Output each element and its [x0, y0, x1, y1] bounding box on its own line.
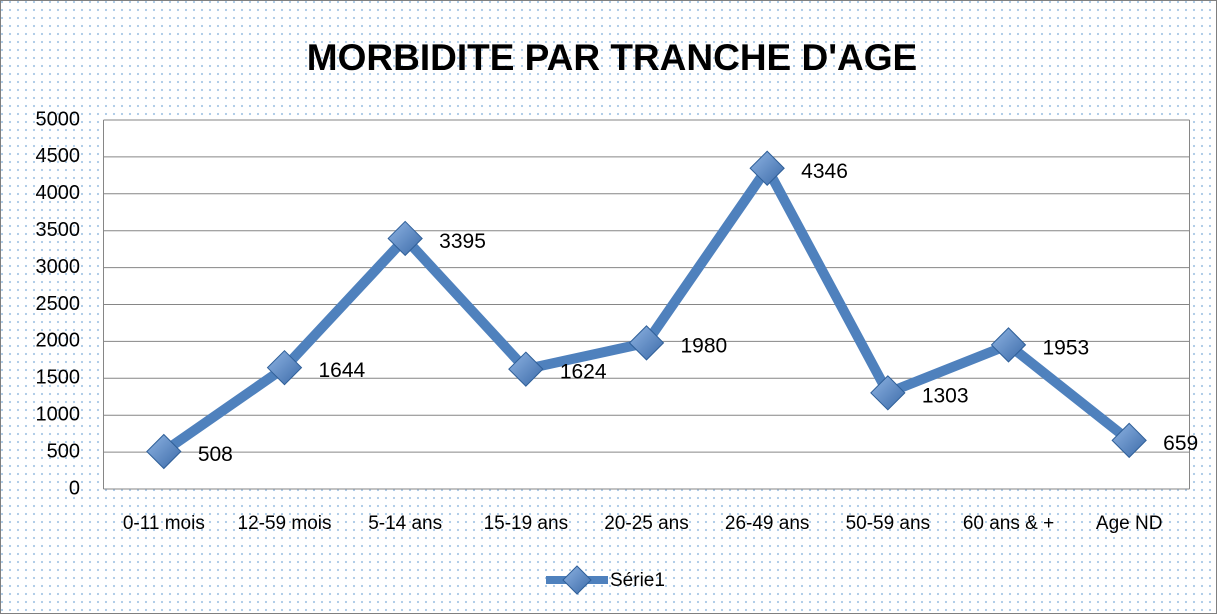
data-point [628, 325, 665, 361]
data-label: 659 [1163, 432, 1198, 455]
y-tick-label: 3500 [36, 219, 81, 241]
x-tick-label: 15-19 ans [484, 513, 569, 534]
x-tick-label: 0-11 mois [123, 513, 205, 534]
y-tick-label: 2500 [36, 293, 81, 315]
data-point [870, 375, 906, 411]
x-tick-label: 26-49 ans [725, 513, 810, 534]
legend-marker [562, 565, 592, 595]
legend-label: Série1 [610, 570, 665, 591]
y-tick-label: 3000 [36, 256, 81, 278]
data-label: 508 [198, 443, 233, 466]
x-tick-label: 50-59 ans [846, 513, 931, 534]
data-point [146, 433, 182, 470]
data-label: 1303 [922, 384, 969, 407]
data-point [266, 349, 303, 386]
data-label: 1624 [560, 361, 607, 384]
data-label: 4346 [801, 160, 848, 183]
y-tick-label: 1500 [36, 367, 81, 389]
data-label: 1953 [1043, 336, 1090, 359]
y-tick-label: 5000 [36, 108, 81, 130]
data-point [387, 220, 423, 257]
y-tick-label: 1000 [36, 403, 81, 425]
y-tick-label: 4500 [36, 145, 81, 167]
y-tick-label: 0 [69, 477, 80, 499]
data-point [990, 327, 1027, 363]
y-tick-label: 4000 [36, 182, 81, 204]
x-tick-label: 12-59 mois [238, 513, 332, 534]
x-tick-label: Age ND [1096, 513, 1163, 534]
x-tick-label: 20-25 ans [604, 513, 689, 534]
data-label: 1644 [319, 359, 366, 382]
data-label: 3395 [439, 230, 486, 253]
y-tick-label: 2000 [36, 330, 81, 352]
data-label: 1980 [681, 334, 728, 357]
data-point [508, 351, 544, 387]
x-tick-label: 5-14 ans [368, 513, 442, 534]
data-point [1111, 422, 1147, 459]
x-tick-label: 60 ans & + [963, 513, 1054, 534]
chart-title: MORBIDITE PAR TRANCHE D'AGE [307, 37, 917, 78]
y-tick-label: 500 [47, 440, 80, 462]
data-point [749, 150, 785, 186]
